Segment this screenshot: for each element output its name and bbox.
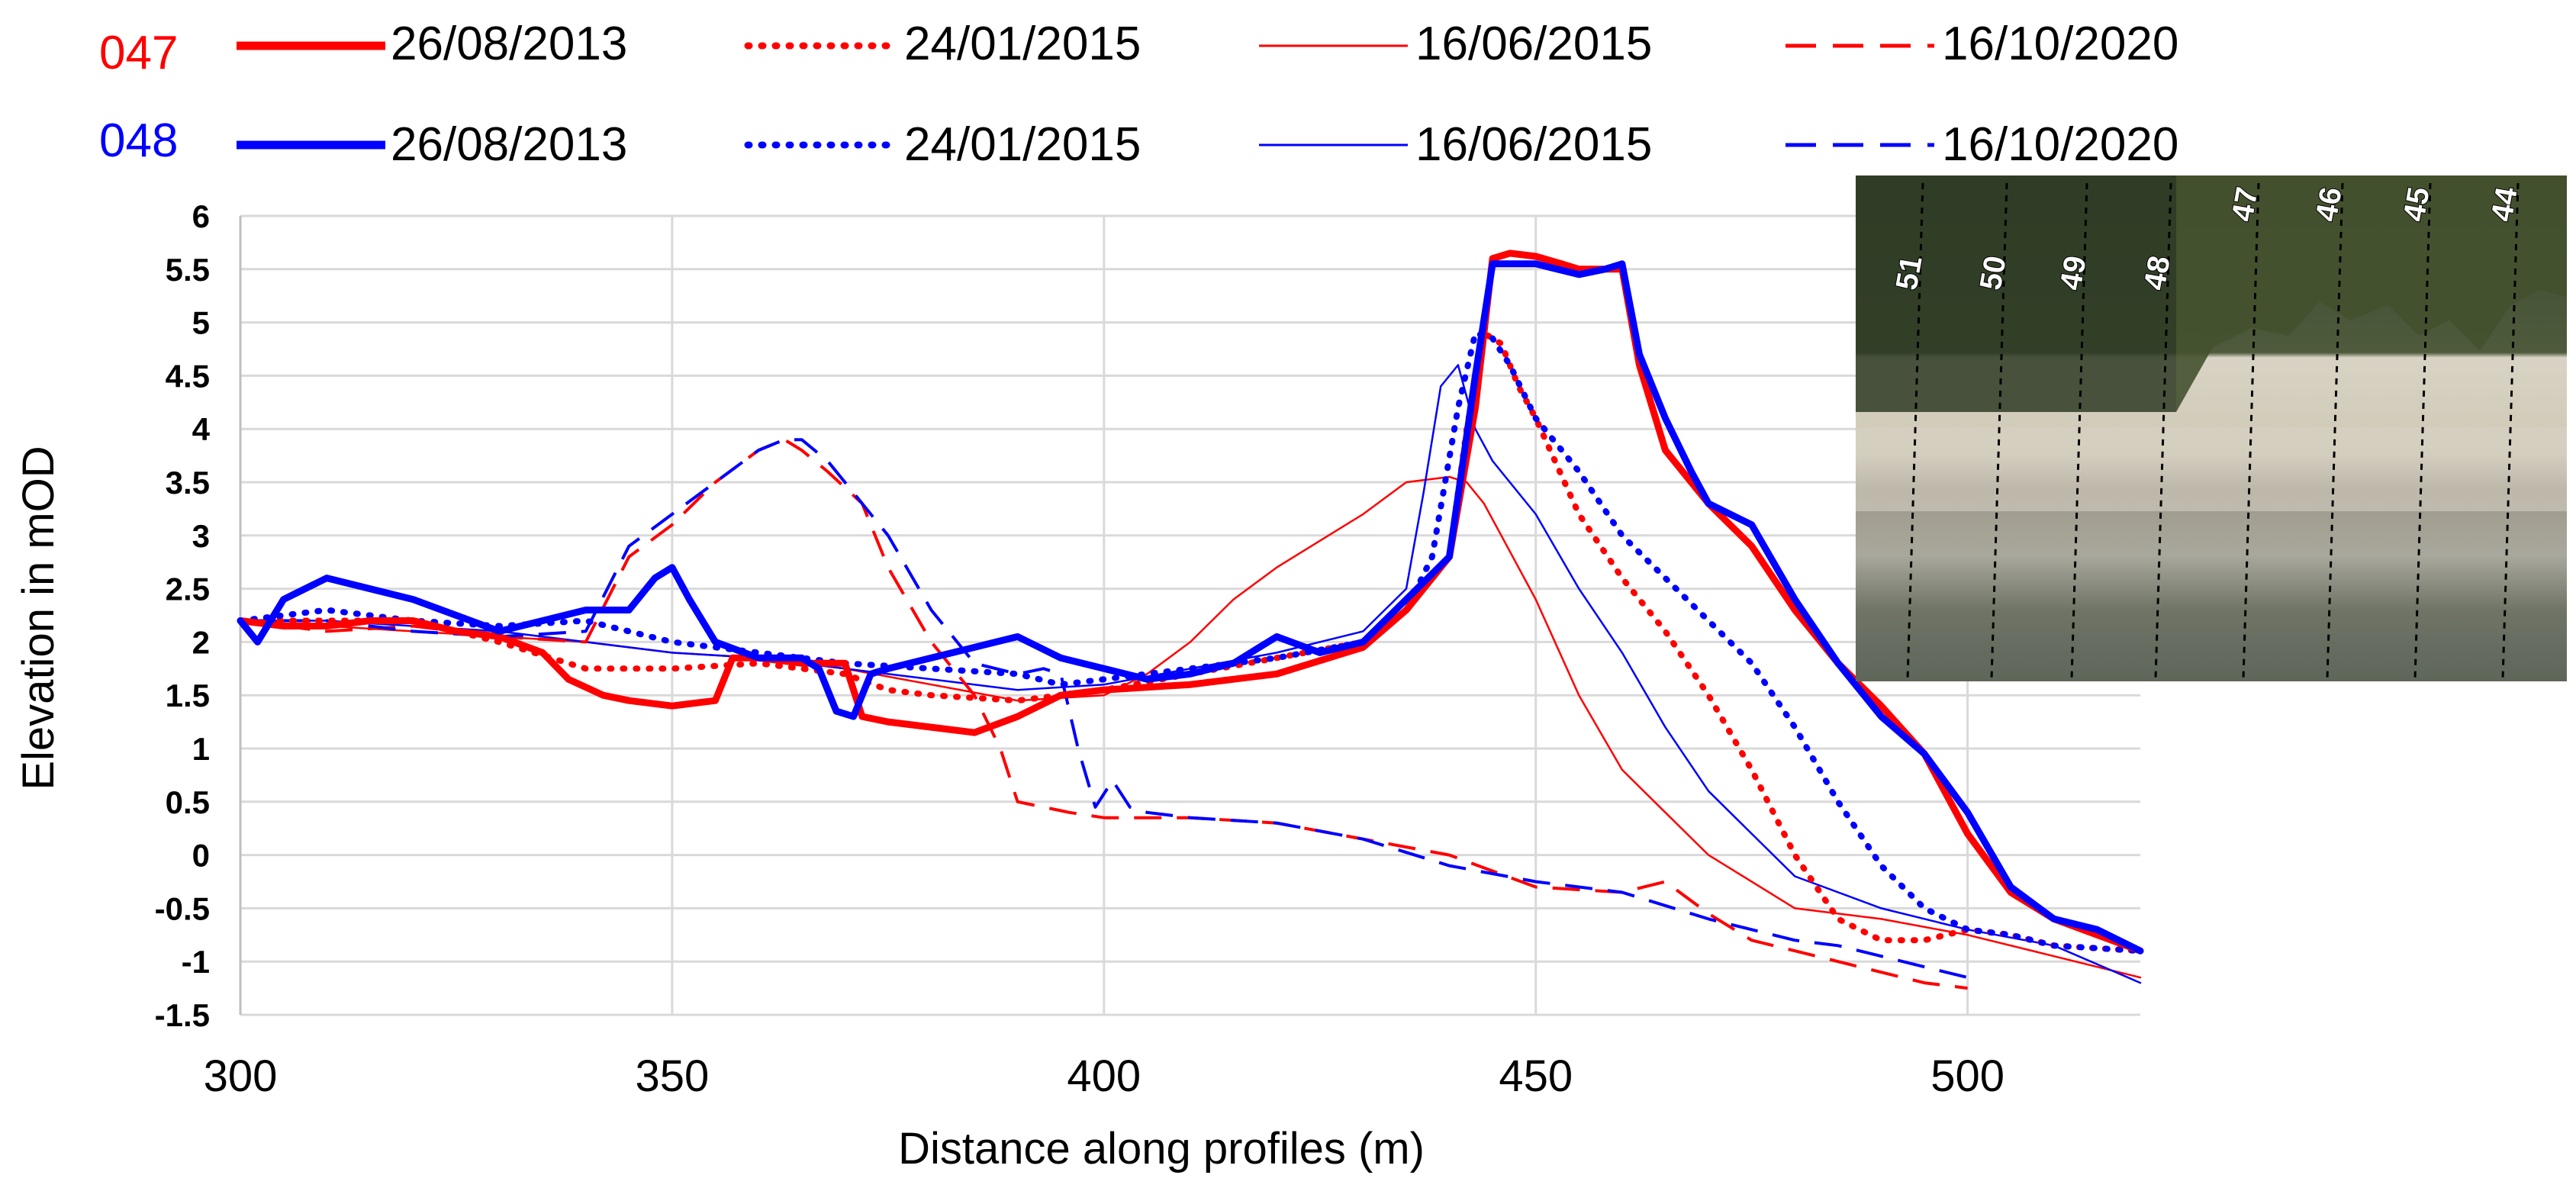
inset-profile-line — [1990, 182, 2008, 680]
y-tick-label: -1.5 — [155, 997, 210, 1033]
x-tick-label: 350 — [636, 1051, 710, 1101]
y-tick-label: 3.5 — [166, 465, 210, 501]
x-tick-label: 400 — [1067, 1051, 1141, 1101]
y-tick-label: 2 — [192, 624, 210, 660]
y-tick-label: -1 — [182, 944, 210, 980]
legend-047-2013-label: 26/08/2013 — [391, 18, 627, 70]
y-tick-labels: 6 5.5 5 4.5 4 3.5 3 2.5 2 1.5 1 0.5 0 -0.5 -1 -1.5 — [155, 198, 211, 1033]
y-tick-label: 0.5 — [166, 784, 210, 820]
inset-profile-label: 51 — [1890, 253, 1929, 292]
inset-cliff-edge — [2176, 175, 2567, 412]
x-axis-title: Distance along profiles (m) — [898, 1124, 1425, 1174]
y-tick-label: 6 — [192, 198, 210, 234]
y-tick-label: 4 — [192, 411, 211, 447]
legend-group-048: 048 — [99, 114, 178, 167]
y-tick-label: -0.5 — [155, 890, 210, 926]
x-tick-label: 500 — [1930, 1051, 2004, 1101]
y-tick-label: 5 — [192, 305, 210, 341]
legend-group-047: 047 — [99, 27, 178, 79]
inset-vegetation-left — [1856, 175, 2176, 412]
y-tick-label: 1.5 — [166, 678, 210, 713]
inset-profile-line — [1906, 182, 1924, 680]
y-axis-title: Elevation in mOD — [14, 446, 63, 790]
x-tick-labels: 300 350 400 450 500 — [204, 1051, 2004, 1101]
inset-profile-label: 50 — [1974, 253, 2013, 292]
y-tick-label: 3 — [192, 518, 210, 554]
series-line-048-16-10-2020 — [240, 438, 1969, 980]
legend-048-2020-label: 16/10/2020 — [1942, 118, 2178, 171]
legend: 047 048 26/08/2013 24/01/2015 16/06/2015… — [99, 18, 2178, 171]
series-line-047-26-08-2013 — [237, 250, 2144, 955]
aerial-photo-inset: 51 50 49 48 47 46 45 44 — [1856, 175, 2567, 681]
series-line-047-16-10-2020 — [240, 438, 1968, 990]
inset-profile-line — [2326, 182, 2344, 680]
inset-profile-label: 46 — [2310, 185, 2349, 224]
inset-profile-line — [2501, 182, 2520, 680]
inset-beach-band — [1856, 427, 2567, 511]
legend-048-2015b-label: 16/06/2015 — [1415, 118, 1652, 171]
y-tick-label: 4.5 — [166, 358, 210, 394]
legend-047-2015b-label: 16/06/2015 — [1415, 18, 1652, 70]
gridlines — [240, 214, 2140, 1016]
legend-047-2015a-label: 24/01/2015 — [904, 18, 1141, 70]
inset-profile-label: 49 — [2054, 253, 2093, 292]
inset-profile-line — [2413, 182, 2432, 680]
inset-profile-label: 45 — [2397, 185, 2436, 224]
series-line-048-16-06-2015 — [239, 364, 2142, 984]
inset-profile-label: 44 — [2485, 184, 2524, 224]
y-tick-label: 5.5 — [166, 252, 210, 288]
legend-047-2020-label: 16/10/2020 — [1942, 18, 2178, 70]
series-lines — [237, 250, 2144, 990]
y-tick-label: 0 — [192, 838, 210, 874]
series-line-048-26-08-2013 — [237, 260, 2144, 955]
inset-profile-line — [2154, 182, 2172, 680]
series-line-047-16-06-2015 — [239, 475, 2142, 979]
x-tick-label: 300 — [204, 1051, 278, 1101]
y-tick-label: 2.5 — [166, 571, 210, 607]
inset-profile-lines: 51 50 49 48 47 46 45 44 — [1889, 182, 2525, 680]
inset-profile-line — [2070, 182, 2088, 680]
y-tick-label: 1 — [192, 731, 210, 767]
legend-048-2013-label: 26/08/2013 — [391, 118, 627, 171]
inset-profile-line — [2242, 182, 2260, 680]
inset-profile-label: 47 — [2226, 185, 2265, 224]
legend-048-2015a-label: 24/01/2015 — [904, 118, 1141, 171]
inset-profile-label: 48 — [2138, 253, 2177, 292]
x-tick-label: 450 — [1499, 1051, 1573, 1101]
